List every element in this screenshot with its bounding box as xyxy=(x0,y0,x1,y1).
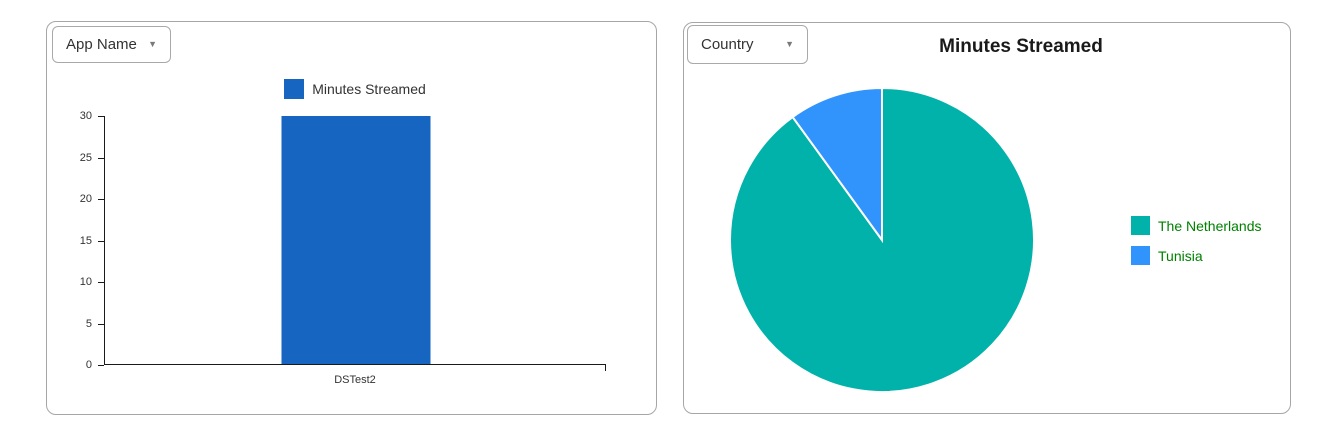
y-tick-label: 15 xyxy=(79,234,92,247)
y-tick-mark xyxy=(98,199,104,200)
bar-chart-panel: App Name ▼ Minutes Streamed 0 5 10 15 20 25 30… xyxy=(46,21,657,415)
y-tick-label: 30 xyxy=(79,110,92,122)
pie-slice-tunisia[interactable] xyxy=(791,86,883,244)
chart-title: Minutes Streamed xyxy=(939,36,1103,57)
bar-plot-area xyxy=(104,116,606,371)
app-name-dropdown-label: App Name xyxy=(66,36,137,53)
y-tick-mark xyxy=(98,116,104,117)
legend-label: Tunisia xyxy=(1158,247,1203,264)
y-tick-mark xyxy=(98,323,104,325)
y-axis: 0 5 10 15 20 25 30 xyxy=(47,110,104,371)
x-axis-end-tick xyxy=(605,364,606,371)
y-tick-label: 5 xyxy=(85,317,92,330)
x-axis-category-label: DSTest2 xyxy=(334,374,376,386)
pie-chart[interactable] xyxy=(727,85,1037,395)
chevron-down-icon: ▼ xyxy=(148,39,157,49)
y-tick-mark xyxy=(98,240,104,242)
bar-chart-legend[interactable]: Minutes Streamed xyxy=(104,79,606,99)
chevron-down-icon: ▼ xyxy=(785,39,794,49)
country-dropdown-label: Country xyxy=(701,36,754,53)
legend-swatch xyxy=(1131,216,1150,235)
y-tick-mark xyxy=(98,157,104,159)
country-dropdown[interactable]: Country ▼ xyxy=(687,25,808,64)
y-tick-label: 25 xyxy=(79,151,92,164)
pie-legend: The Netherlands Tunisia xyxy=(1131,216,1262,265)
legend-item-tunisia[interactable]: Tunisia xyxy=(1131,246,1262,265)
pie-chart-panel: Country ▼ Minutes Streamed The Netherlan… xyxy=(683,22,1291,414)
legend-label: Minutes Streamed xyxy=(312,81,426,97)
y-tick-label: 0 xyxy=(85,359,92,371)
bar-dstest2[interactable] xyxy=(281,116,430,364)
y-tick-label: 20 xyxy=(79,193,92,205)
y-tick-label: 10 xyxy=(79,276,92,288)
y-tick-mark xyxy=(98,282,104,283)
legend-swatch xyxy=(1131,246,1150,265)
y-tick-mark xyxy=(98,365,104,366)
app-name-dropdown[interactable]: App Name ▼ xyxy=(52,26,171,63)
legend-item-the-netherlands[interactable]: The Netherlands xyxy=(1131,216,1262,235)
legend-swatch xyxy=(284,79,305,99)
legend-label: The Netherlands xyxy=(1158,217,1262,234)
